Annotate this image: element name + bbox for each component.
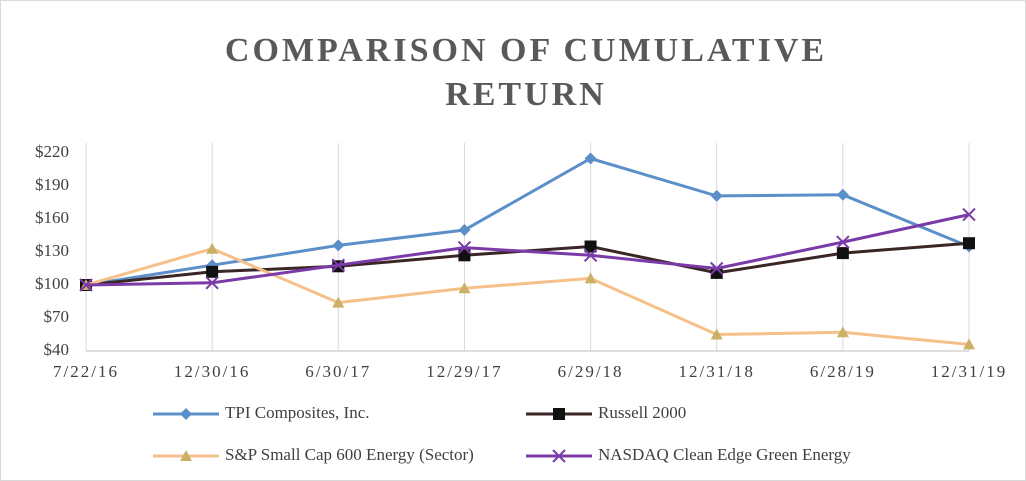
series-line xyxy=(85,247,970,346)
y-tick-label: $220 xyxy=(35,142,69,161)
data-point xyxy=(836,247,849,260)
legend-label: Russell 2000 xyxy=(598,403,686,422)
data-point xyxy=(836,326,849,338)
x-tick-label: 6/28/19 xyxy=(810,362,876,381)
data-point xyxy=(836,235,850,249)
data-point xyxy=(583,248,598,263)
data-point xyxy=(332,239,345,252)
series-line xyxy=(85,156,970,287)
data-point xyxy=(331,258,345,272)
legend-marker xyxy=(552,449,566,463)
data-point xyxy=(963,338,975,350)
x-tick-label: 12/31/18 xyxy=(678,362,754,381)
legend-label: S&P Small Cap 600 Energy (Sector) xyxy=(225,445,474,464)
data-point xyxy=(710,261,724,276)
data-point xyxy=(457,240,472,255)
y-tick-label: $160 xyxy=(35,208,69,227)
data-point xyxy=(710,266,723,279)
legend-label: NASDAQ Clean Edge Green Energy xyxy=(598,445,851,464)
x-tick-label: 6/30/17 xyxy=(305,362,371,381)
chart-title: COMPARISON OF CUMULATIVE RETURN xyxy=(224,32,828,113)
data-point xyxy=(206,265,219,278)
x-tick-label: 12/30/16 xyxy=(174,362,250,381)
legend-marker xyxy=(180,408,192,420)
data-point xyxy=(79,278,93,292)
x-tick-label: 7/22/16 xyxy=(53,362,119,381)
data-point xyxy=(584,152,597,165)
data-point xyxy=(962,207,976,222)
series-line xyxy=(85,213,970,287)
data-point xyxy=(458,282,471,294)
x-tick-label: 12/29/17 xyxy=(426,362,502,381)
y-tick-label: $40 xyxy=(44,340,70,359)
x-tick-label: 6/29/18 xyxy=(558,362,624,381)
data-point xyxy=(205,276,219,290)
data-point xyxy=(963,237,975,250)
data-point xyxy=(458,224,471,236)
y-tick-label: $100 xyxy=(35,274,69,293)
legend-marker xyxy=(180,450,192,461)
data-point xyxy=(710,328,723,340)
data-point xyxy=(458,249,471,262)
legend-marker xyxy=(553,408,565,420)
data-point xyxy=(710,189,723,202)
data-point xyxy=(584,272,597,284)
data-point xyxy=(332,296,345,308)
data-point xyxy=(836,188,849,201)
x-tick-label: 12/31/19 xyxy=(931,362,1007,381)
data-point xyxy=(206,242,219,254)
y-tick-label: $130 xyxy=(35,241,69,260)
y-tick-label: $190 xyxy=(35,175,69,194)
legend-label: TPI Composites, Inc. xyxy=(225,403,370,422)
data-point xyxy=(584,240,597,253)
y-tick-label: $70 xyxy=(44,307,70,326)
